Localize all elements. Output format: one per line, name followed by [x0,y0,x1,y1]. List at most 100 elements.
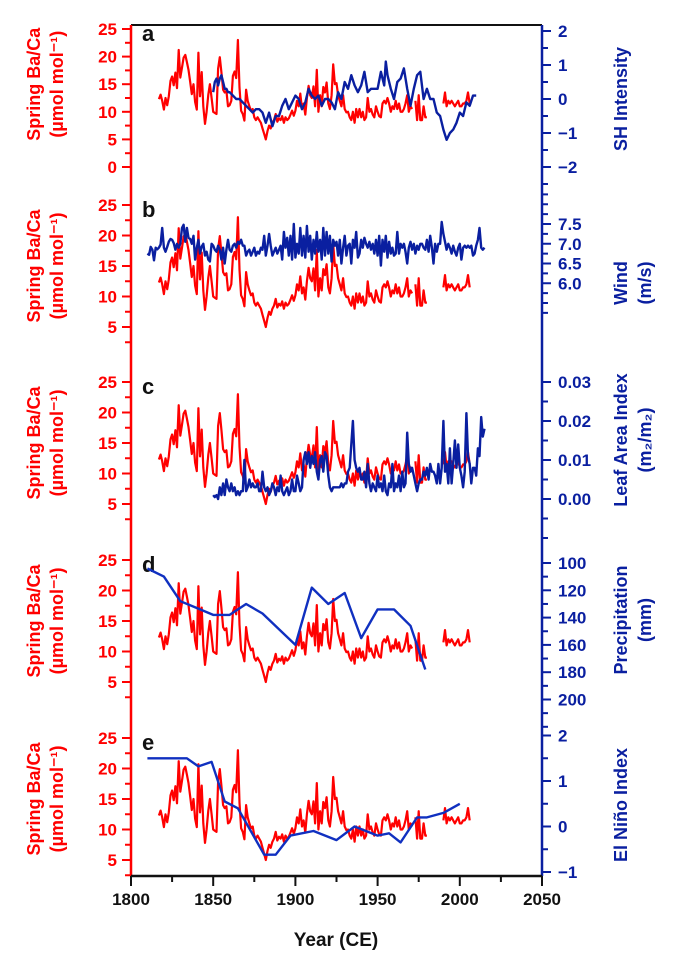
right-tick-label: 0.01 [558,451,591,470]
left-tick-label: 10 [98,288,117,307]
right-tick-label: −2 [558,158,577,177]
right-tick-label: 1 [558,56,567,75]
left-axis-label-line2: (µmol mol⁻¹) [47,31,67,138]
baca-line [157,749,414,862]
left-tick-label: 5 [108,495,117,514]
right-tick-label: 0.00 [558,490,591,509]
left-tick-label: 25 [98,373,117,392]
left-axis-label-line1: Spring Ba/Ca [24,742,44,856]
baca-line [442,806,471,825]
right-axis-label: SH Intensity [611,47,631,151]
precipitation-line [146,567,427,670]
right-tick-label: 200 [558,691,586,710]
left-axis-label-line1: Spring Ba/Ca [24,564,44,678]
sh-intensity-line [212,60,477,142]
right-axis-label-line1: Leaf Area Index [611,373,631,506]
left-tick-label: 5 [108,851,117,870]
left-tick-label: 20 [98,404,117,423]
left-axis-label-line2: (µmol mol⁻¹) [47,746,67,853]
panel-letter: e [142,730,154,755]
left-tick-label: 10 [98,821,117,840]
x-tick-label: 1850 [194,890,232,909]
left-tick-label: 0 [108,158,117,177]
left-tick-label: 15 [98,612,117,631]
panel-letter: d [142,552,155,577]
x-tick-label: 2000 [441,890,479,909]
right-tick-label: 0.03 [558,373,591,392]
baca-line [157,216,414,329]
left-tick-label: 20 [98,48,117,67]
left-axis-label-line1: Spring Ba/Ca [24,209,44,323]
right-axis-label-line1: Precipitation [611,565,631,674]
left-tick-label: 15 [98,434,117,453]
right-tick-label: 2 [558,727,567,746]
left-tick-label: 10 [98,103,117,122]
right-tick-label: 6.5 [558,255,582,274]
right-axis-label-line2: (m/s) [635,261,655,304]
right-axis-label: El Niño Index [611,748,631,862]
right-tick-label: 6.0 [558,274,582,293]
left-tick-label: 25 [98,20,117,39]
panel-letter: b [142,197,155,222]
x-tick-label: 1900 [276,890,314,909]
panel-d: 5 10 15 20 25 Spring Ba/Ca (µmol mol⁻¹) 100 120 1… [24,551,655,728]
baca-line [414,454,427,484]
right-tick-label: 120 [558,581,586,600]
left-axis-label-line1: Spring Ba/Ca [24,27,44,141]
baca-line [414,94,427,122]
x-tick-label: 1800 [112,890,150,909]
left-tick-label: 15 [98,790,117,809]
baca-line [157,393,414,506]
right-axis-label-line1: Wind [611,261,631,305]
left-tick-label: 25 [98,729,117,748]
left-tick-label: 25 [98,196,117,215]
panel-e: 5 10 15 20 25 Spring Ba/Ca (µmol mol⁻¹) −1 0 1 2 El… [24,727,631,883]
left-axis-label-line2: (µmol mol⁻¹) [47,568,67,675]
baca-line [414,277,427,307]
right-tick-label: 100 [558,554,586,573]
el-ni-o-index-line [147,757,461,856]
right-tick-label: 2 [558,22,567,41]
left-tick-label: 25 [98,551,117,570]
left-tick-label: 10 [98,465,117,484]
baca-line [442,628,471,647]
left-tick-label: 20 [98,227,117,246]
baca-line [414,810,427,840]
baca-line [442,274,471,292]
left-tick-label: 20 [98,582,117,601]
right-tick-label: 180 [558,663,586,682]
right-tick-label: 1 [558,772,567,791]
left-tick-label: 5 [108,318,117,337]
leaf-area-index-line [212,412,486,501]
right-tick-label: 7.0 [558,235,582,254]
right-tick-label: 140 [558,609,586,628]
baca-line [157,571,414,684]
x-axis-label: Year (CE) [294,930,378,951]
panel-letter: a [142,21,155,46]
right-axis-label-line2: (mm) [635,598,655,642]
right-tick-label: −1 [558,863,577,882]
wind-line [146,220,486,267]
right-tick-label: 0 [558,818,567,837]
left-tick-label: 20 [98,760,117,779]
left-tick-label: 15 [98,257,117,276]
left-tick-label: 5 [108,673,117,692]
left-tick-label: 5 [108,130,117,149]
right-axis-label-line2: (m₂/m₂) [635,407,655,472]
x-tick-label: 1950 [359,890,397,909]
baca-line [157,38,414,141]
right-tick-label: 160 [558,636,586,655]
panel-c: 5 10 15 20 25 Spring Ba/Ca (µmol mol⁻¹) 0.00 0.0… [24,373,655,539]
x-tick-label: 2050 [523,890,561,909]
left-axis-label-line2: (µmol mol⁻¹) [47,213,67,320]
right-tick-label: 7.5 [558,215,582,234]
panel-a: 0 5 10 15 20 25 Spring Ba/Ca (µmol mol⁻¹) −2 −1 0 1… [24,20,631,185]
right-tick-label: 0 [558,90,567,109]
right-tick-label: −1 [558,124,577,143]
right-tick-label: 0.02 [558,412,591,431]
left-tick-label: 15 [98,75,117,94]
left-axis-label-line2: (µmol mol⁻¹) [47,390,67,497]
left-axis-label-line1: Spring Ba/Ca [24,386,44,500]
